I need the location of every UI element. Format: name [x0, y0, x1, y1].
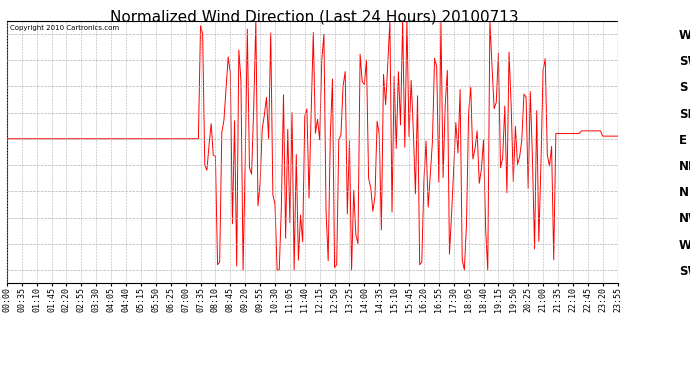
- Text: Copyright 2010 Cartronics.com: Copyright 2010 Cartronics.com: [10, 25, 119, 31]
- Text: Normalized Wind Direction (Last 24 Hours) 20100713: Normalized Wind Direction (Last 24 Hours…: [110, 9, 518, 24]
